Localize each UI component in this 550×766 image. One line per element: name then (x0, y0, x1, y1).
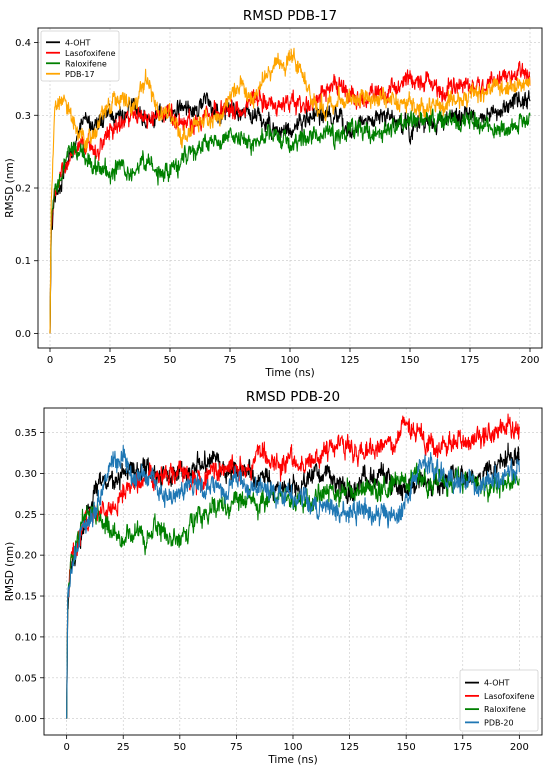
legend-box (40, 30, 120, 82)
x-axis-label: Time (ns) (264, 367, 314, 379)
x-tick-label: 75 (224, 355, 237, 366)
y-tick-label: 0.0 (15, 329, 31, 340)
y-tick-label: 0.1 (15, 256, 31, 267)
x-axis-label: Time (ns) (267, 754, 317, 766)
x-tick-label: 25 (117, 742, 130, 753)
legend-label-4-oht: 4-OHT (65, 38, 91, 47)
legend-label-lasofoxifene: Lasofoxifene (65, 49, 116, 58)
x-tick-label: 200 (520, 355, 539, 366)
x-tick-label: 175 (460, 355, 479, 366)
legend-label-4-oht: 4-OHT (484, 679, 510, 688)
legend-label-pdb-17: PDB-17 (65, 70, 95, 79)
series-line-pdb-20 (66, 444, 520, 719)
legend-label-pdb-20: PDB-20 (484, 718, 514, 727)
series-line-raloxifene (49, 108, 531, 334)
legend-label-lasofoxifene: Lasofoxifene (484, 692, 535, 701)
x-tick-label: 175 (453, 742, 472, 753)
y-axis-label: RMSD (nm) (4, 158, 16, 218)
series-line-pdb-17 (49, 47, 531, 334)
series-line-lasofoxifene (49, 60, 531, 334)
series-group (49, 47, 531, 334)
y-tick-label: 0.00 (15, 714, 37, 725)
y-tick-label: 0.05 (15, 673, 37, 684)
series-group (66, 413, 520, 719)
y-axis-label: RMSD (nm) (4, 542, 16, 602)
series-line-lasofoxifene (66, 413, 520, 719)
x-tick-label: 100 (280, 355, 299, 366)
x-tick-label: 200 (510, 742, 529, 753)
y-tick-label: 0.10 (15, 632, 37, 643)
x-tick-label: 75 (230, 742, 243, 753)
x-tick-label: 50 (164, 355, 177, 366)
legend-label-raloxifene: Raloxifene (65, 59, 107, 68)
x-tick-label: 150 (400, 355, 419, 366)
x-tick-label: 0 (47, 355, 53, 366)
y-tick-label: 0.25 (15, 510, 37, 521)
y-tick-label: 0.15 (15, 592, 37, 603)
x-tick-label: 125 (340, 355, 359, 366)
chart-rmsd-pdb-17: 0 25 50 75 100 125 150 175 200 0.0 0.1 0.2 0.3 0.4 RMS… (4, 8, 543, 379)
y-tick-label: 0.30 (15, 469, 37, 480)
y-tick-label: 0.20 (15, 551, 37, 562)
x-tick-label: 125 (340, 742, 359, 753)
y-tick-label: 0.3 (15, 111, 31, 122)
x-tick-label: 50 (173, 742, 186, 753)
x-tick-label: 25 (104, 355, 117, 366)
y-tick-label: 0.2 (15, 184, 31, 195)
legend: 4-OHT Lasofoxifene Raloxifene PDB-20 (459, 669, 539, 732)
x-tick-label: 100 (283, 742, 302, 753)
y-tick-label: 0.35 (15, 428, 37, 439)
y-tick-label: 0.4 (15, 38, 31, 49)
chart-title: RMSD PDB-17 (243, 8, 337, 24)
chart-rmsd-pdb-20: 0 25 50 75 100 125 150 175 200 0.00 0.05 0.10 0.15 0.… (4, 389, 543, 766)
x-tick-label: 150 (397, 742, 416, 753)
legend-box (459, 669, 539, 732)
x-tick-label: 0 (63, 742, 69, 753)
chart-title: RMSD PDB-20 (246, 389, 340, 405)
legend-label-raloxifene: Raloxifene (484, 705, 526, 714)
